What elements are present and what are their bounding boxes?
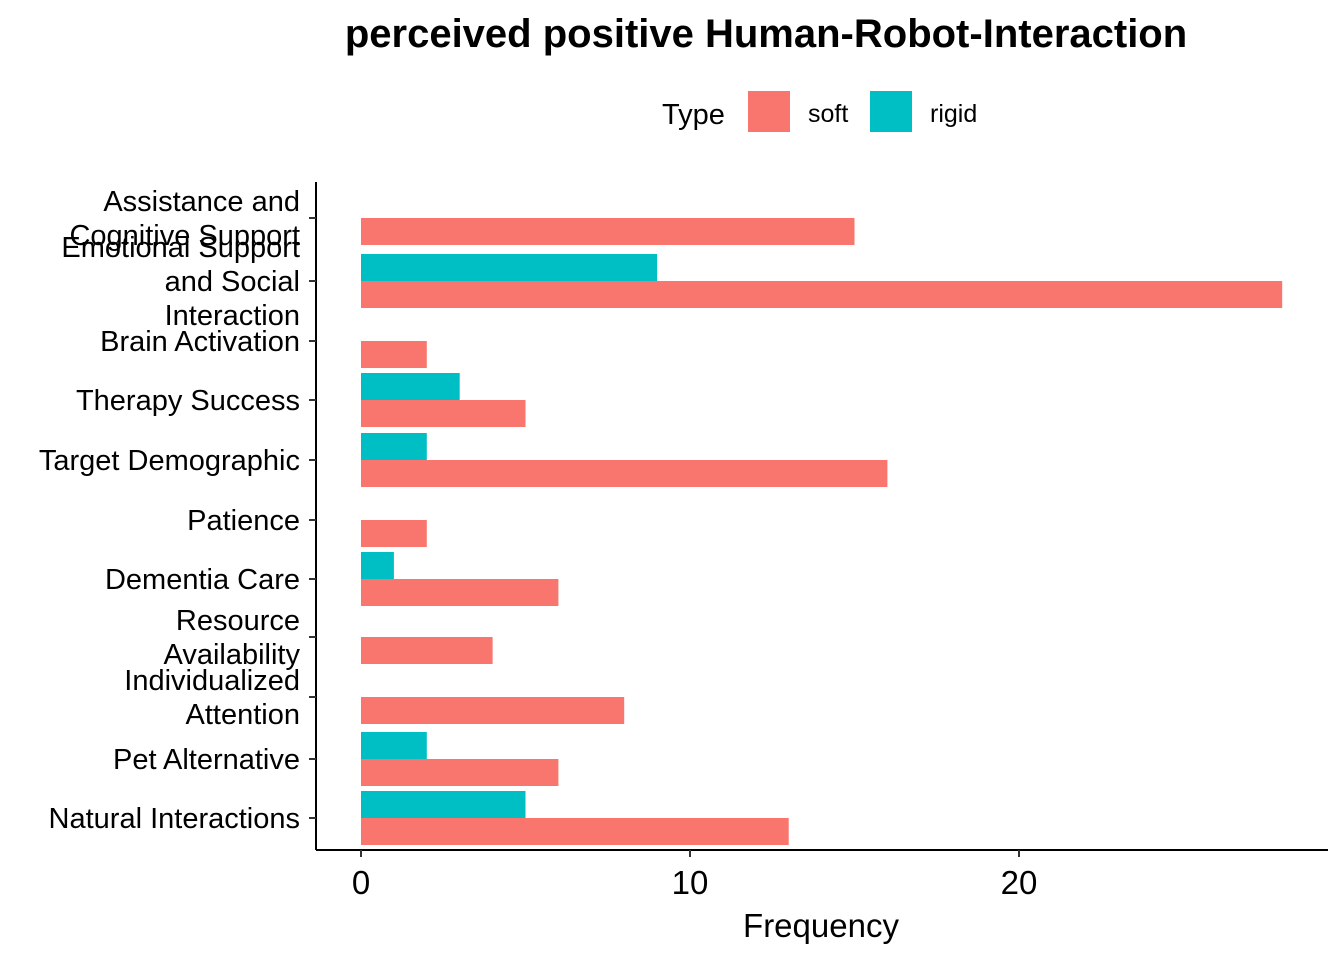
y-tick-label-6-0: Dementia Care bbox=[105, 564, 300, 596]
bar-soft-10 bbox=[361, 818, 789, 845]
y-tick-label-0-1: Cognitive Support bbox=[69, 220, 300, 252]
legend: Type soft rigid bbox=[662, 91, 977, 132]
y-tick-label-8-1: Attention bbox=[186, 699, 300, 731]
bar-rigid-1 bbox=[361, 254, 658, 281]
bar-rigid-10 bbox=[361, 791, 526, 818]
legend-key-soft bbox=[748, 91, 790, 132]
y-tick-label-10-0: Natural Interactions bbox=[49, 803, 300, 835]
y-tick-label-3-0: Therapy Success bbox=[76, 385, 300, 417]
y-tick-label-1-0: Emotional Support bbox=[61, 232, 300, 264]
legend-label-soft: soft bbox=[808, 100, 848, 128]
bar-soft-5 bbox=[361, 520, 427, 547]
bar-soft-7 bbox=[361, 637, 493, 664]
x-tick-label-1: 10 bbox=[672, 864, 709, 901]
x-tick-label-2: 20 bbox=[1001, 864, 1038, 901]
x-tick-label-0: 0 bbox=[352, 864, 370, 901]
bar-rigid-4 bbox=[361, 433, 427, 460]
y-tick-label-2-0: Brain Activation bbox=[100, 326, 300, 358]
y-tick-label-7-0: Resource bbox=[176, 605, 300, 637]
bar-soft-4 bbox=[361, 460, 888, 487]
y-tick-label-7-1: Availability bbox=[164, 639, 301, 671]
y-tick-label-1-2: Interaction bbox=[165, 300, 300, 332]
bar-soft-0 bbox=[361, 218, 855, 245]
bar-soft-1 bbox=[361, 281, 1283, 308]
x-axis-title: Frequency bbox=[743, 907, 899, 944]
y-tick-label-4-0: Target Demographic bbox=[39, 445, 300, 477]
bar-soft-8 bbox=[361, 697, 625, 724]
legend-label-rigid: rigid bbox=[930, 100, 977, 128]
bar-rigid-6 bbox=[361, 552, 394, 579]
y-tick-label-0-0: Assistance and bbox=[103, 186, 300, 218]
legend-title: Type bbox=[662, 99, 725, 131]
bar-soft-2 bbox=[361, 341, 427, 368]
bar-rigid-9 bbox=[361, 732, 427, 759]
chart-title: perceived positive Human-Robot-Interacti… bbox=[345, 12, 1187, 56]
y-tick-label-8-0: Individualized bbox=[124, 665, 300, 697]
bar-soft-6 bbox=[361, 579, 559, 606]
bar-rigid-3 bbox=[361, 373, 460, 400]
legend-key-rigid bbox=[870, 91, 912, 132]
y-tick-label-5-0: Patience bbox=[187, 505, 300, 537]
bar-soft-9 bbox=[361, 759, 559, 786]
y-tick-label-9-0: Pet Alternative bbox=[113, 744, 300, 776]
bar-soft-3 bbox=[361, 400, 526, 427]
y-tick-label-1-1: and Social bbox=[165, 266, 300, 298]
